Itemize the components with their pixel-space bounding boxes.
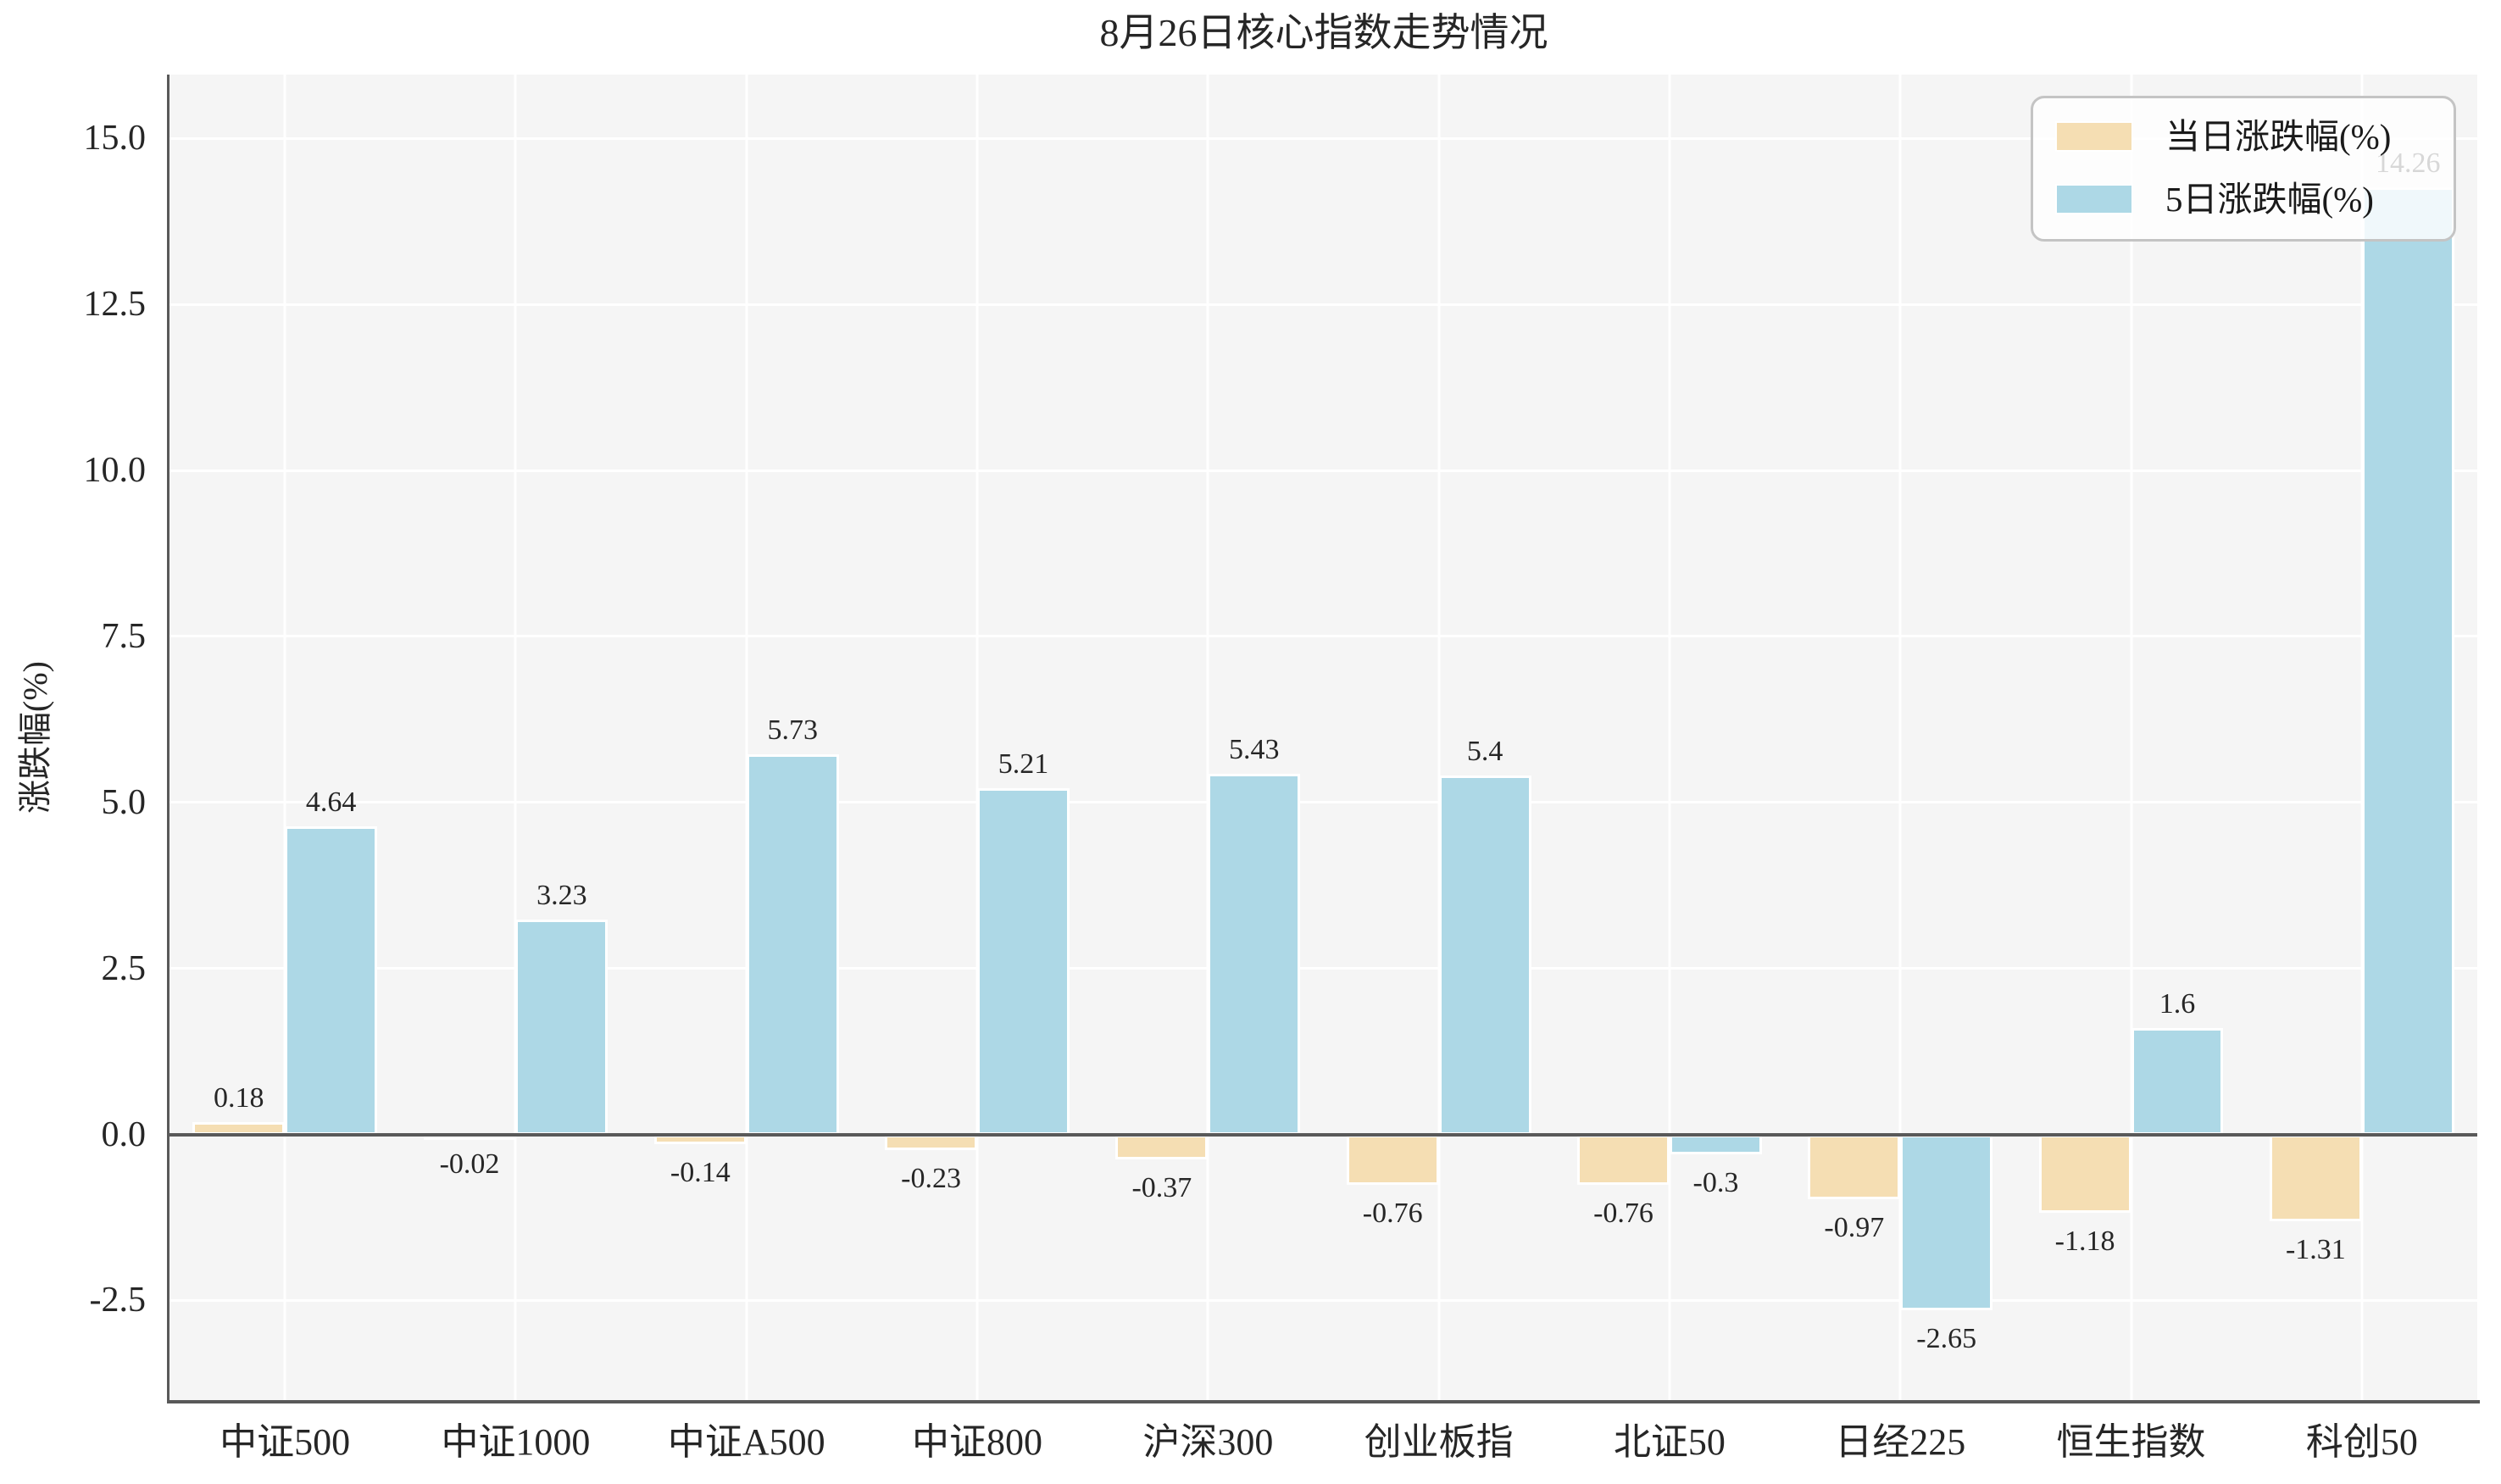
bar-daily bbox=[2038, 1134, 2131, 1214]
bar-5day bbox=[1900, 1134, 1993, 1311]
bar-value-label: -0.76 bbox=[1362, 1198, 1423, 1230]
v-gridline bbox=[1206, 75, 1209, 1400]
x-tick-label: 北证50 bbox=[1613, 1421, 1726, 1463]
bar-daily bbox=[1346, 1134, 1439, 1186]
h-gridline bbox=[170, 469, 2477, 472]
bar-value-label: 0.18 bbox=[213, 1082, 264, 1114]
chart-title: 8月26日核心指数走势情况 bbox=[1099, 11, 1548, 54]
bar-value-label: 5.4 bbox=[1466, 736, 1503, 768]
y-tick-label: 5.0 bbox=[101, 782, 147, 822]
bar-value-label: 3.23 bbox=[536, 880, 587, 912]
legend-label-5day: 5日涨跌幅(%) bbox=[2165, 180, 2374, 219]
legend-item-daily: 当日涨跌幅(%) bbox=[2033, 115, 2454, 158]
bar-value-label: -2.65 bbox=[1916, 1323, 1977, 1355]
bar-5day bbox=[285, 825, 378, 1135]
v-gridline bbox=[2130, 75, 2133, 1400]
x-tick-label: 科创50 bbox=[2305, 1421, 2418, 1463]
h-gridline bbox=[170, 635, 2477, 638]
bar-daily bbox=[1115, 1134, 1209, 1159]
h-gridline bbox=[170, 801, 2477, 804]
legend-item-5day: 5日涨跌幅(%) bbox=[2033, 178, 2454, 220]
legend-label-daily: 当日涨跌幅(%) bbox=[2165, 117, 2392, 156]
bar-value-label: 5.73 bbox=[767, 714, 818, 746]
v-gridline bbox=[975, 75, 979, 1400]
bar-daily bbox=[1577, 1134, 1670, 1186]
bar-value-label: 4.64 bbox=[305, 786, 357, 818]
x-tick-label: 中证500 bbox=[220, 1421, 351, 1463]
x-tick-label: 日经225 bbox=[1835, 1421, 1966, 1463]
bar-5day bbox=[1669, 1134, 1762, 1155]
bar-daily bbox=[1808, 1134, 1901, 1199]
bar-value-label: -0.23 bbox=[901, 1162, 961, 1194]
y-tick-label: -2.5 bbox=[89, 1281, 147, 1320]
v-gridline bbox=[283, 75, 286, 1400]
v-gridline bbox=[1898, 75, 1902, 1400]
v-gridline bbox=[745, 75, 748, 1400]
bar-value-label: -1.18 bbox=[2054, 1226, 2115, 1258]
x-axis-spine bbox=[167, 1400, 2480, 1403]
bar-5day bbox=[2131, 1028, 2224, 1135]
y-tick-label: 7.5 bbox=[101, 616, 147, 656]
h-gridline bbox=[170, 967, 2477, 970]
y-tick-label: 10.0 bbox=[83, 451, 147, 490]
bar-value-label: -0.14 bbox=[670, 1156, 731, 1188]
bar-value-label: -1.31 bbox=[2285, 1234, 2346, 1266]
zero-line bbox=[170, 1132, 2477, 1137]
h-gridline bbox=[170, 136, 2477, 140]
y-tick-label: 0.0 bbox=[101, 1114, 147, 1154]
bar-5day bbox=[977, 788, 1070, 1135]
y-tick-label: 2.5 bbox=[101, 948, 147, 988]
bar-5day bbox=[515, 920, 609, 1135]
bar-5day bbox=[1438, 775, 1531, 1135]
y-tick-label: 12.5 bbox=[83, 285, 147, 325]
legend: 当日涨跌幅(%) 5日涨跌幅(%) bbox=[2031, 96, 2456, 242]
bar-value-label: -0.3 bbox=[1692, 1167, 1739, 1199]
v-gridline bbox=[1437, 75, 1441, 1400]
v-gridline bbox=[1668, 75, 1671, 1400]
x-tick-label: 中证A500 bbox=[667, 1421, 825, 1463]
y-tick-label: 15.0 bbox=[83, 119, 147, 158]
y-axis-spine bbox=[167, 75, 170, 1403]
bar-daily bbox=[2269, 1134, 2362, 1222]
bar-daily bbox=[885, 1134, 978, 1150]
x-tick-label: 恒生指数 bbox=[2056, 1421, 2206, 1463]
bar-5day bbox=[2361, 187, 2454, 1135]
v-gridline bbox=[514, 75, 517, 1400]
bar-value-label: 1.6 bbox=[2159, 988, 2196, 1020]
bar-5day bbox=[1208, 774, 1301, 1135]
bar-value-label: -0.37 bbox=[1131, 1171, 1192, 1203]
bar-value-label: 5.43 bbox=[1229, 734, 1280, 766]
legend-swatch-daily bbox=[2055, 121, 2133, 152]
bar-value-label: -0.97 bbox=[1824, 1211, 1885, 1243]
bar-value-label: -0.02 bbox=[439, 1148, 500, 1181]
bar-value-label: -0.76 bbox=[1593, 1198, 1653, 1230]
x-tick-label: 中证800 bbox=[912, 1421, 1043, 1463]
bar-5day bbox=[746, 753, 839, 1135]
plot-area: 0.18 -0.02 -0.14 -0.23 -0.37 -0.76 -0.76 -0.97 -… bbox=[170, 75, 2477, 1400]
x-tick-label: 中证1000 bbox=[441, 1421, 591, 1463]
h-gridline bbox=[170, 303, 2477, 306]
x-tick-label: 沪深300 bbox=[1142, 1421, 1274, 1463]
h-gridline bbox=[170, 1298, 2477, 1302]
legend-swatch-5day bbox=[2055, 184, 2133, 214]
bar-value-label: 5.21 bbox=[998, 748, 1049, 781]
x-tick-label: 创业板指 bbox=[1364, 1421, 1514, 1463]
